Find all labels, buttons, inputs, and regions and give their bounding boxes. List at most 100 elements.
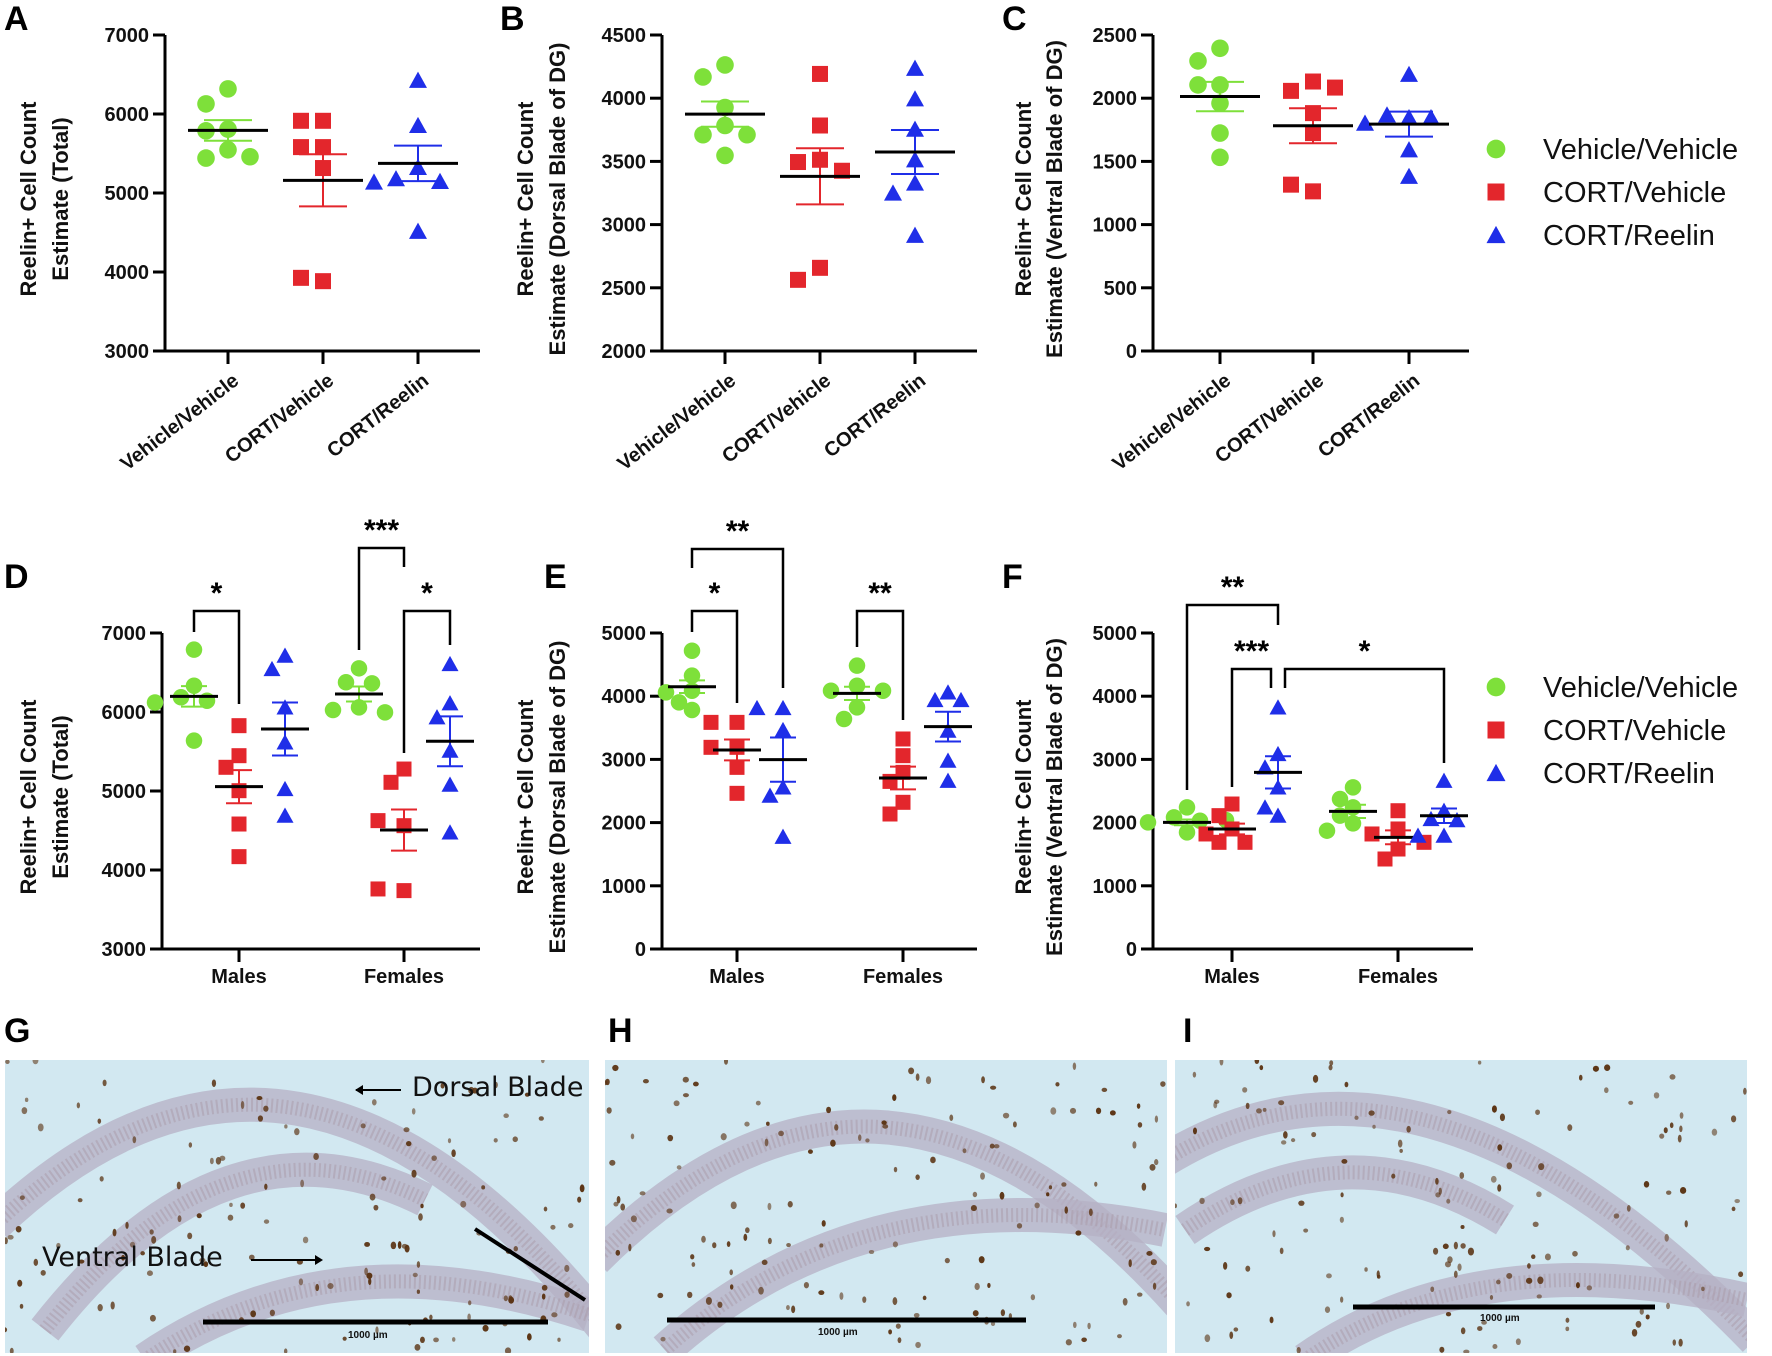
data-point-triangle: [365, 173, 383, 190]
reelin-positive-cell: [915, 1341, 921, 1349]
reelin-positive-cell: [298, 1278, 304, 1286]
significance-label: *: [421, 577, 433, 610]
reelin-positive-cell: [1391, 1173, 1396, 1179]
data-group-cort-vehicle: [1273, 73, 1353, 200]
reelin-positive-cell: [1199, 1197, 1205, 1205]
data-point-circle: [185, 641, 203, 658]
reelin-positive-cell: [687, 1291, 693, 1299]
reelin-positive-cell: [1223, 1261, 1228, 1270]
reelin-positive-cell: [1146, 1251, 1153, 1256]
data-point-square: [703, 739, 719, 755]
reelin-positive-cell: [460, 1200, 467, 1208]
reelin-positive-cell: [538, 1116, 544, 1121]
reelin-positive-cell: [1565, 1326, 1570, 1332]
data-group-cort-reelin: [1409, 772, 1468, 843]
reelin-positive-cell: [766, 1121, 770, 1126]
data-point-square: [396, 761, 412, 777]
reelin-positive-cell: [1226, 1292, 1232, 1299]
data-point-circle: [716, 56, 734, 74]
data-point-triangle: [939, 772, 957, 788]
reelin-positive-cell: [56, 1242, 61, 1249]
reelin-positive-cell: [5, 1060, 10, 1064]
granule-cell-texture: [142, 1274, 589, 1353]
reelin-positive-cell: [915, 1174, 920, 1180]
legend-label: Vehicle/Vehicle: [1543, 134, 1738, 166]
reelin-positive-cell: [1160, 1081, 1166, 1087]
reelin-positive-cell: [1150, 1259, 1157, 1266]
legend-label: CORT/Vehicle: [1543, 177, 1726, 209]
reelin-positive-cell: [613, 1201, 619, 1207]
reelin-positive-cell: [962, 1148, 967, 1154]
data-group-vehicle-vehicle: [1318, 779, 1377, 839]
reelin-positive-cell: [1538, 1163, 1545, 1171]
reelin-positive-cell: [17, 1279, 23, 1287]
data-point-circle: [848, 677, 866, 694]
data-point-triangle: [939, 684, 957, 700]
reelin-positive-cell: [758, 1286, 764, 1295]
reelin-positive-cell: [229, 1202, 233, 1208]
x-tick-label: Vehicle/Vehicle: [614, 370, 741, 476]
data-group-cort-reelin: [365, 71, 458, 239]
data-point-triangle: [761, 787, 779, 803]
reelin-positive-cell: [949, 1114, 954, 1121]
data-point-triangle: [1409, 827, 1427, 843]
reelin-positive-cell: [1653, 1092, 1660, 1099]
reelin-positive-cell: [892, 1241, 898, 1248]
significance-label: *: [709, 577, 721, 610]
data-point-triangle: [884, 184, 902, 201]
reelin-positive-cell: [1152, 1282, 1157, 1290]
reelin-positive-cell: [1192, 1071, 1197, 1078]
data-point-circle: [350, 660, 368, 677]
reelin-positive-cell: [227, 1214, 234, 1221]
reelin-positive-cell: [1341, 1159, 1348, 1164]
data-group-cort-vehicle: [1198, 796, 1256, 850]
data-point-circle: [1318, 822, 1336, 839]
reelin-positive-cell: [767, 1237, 772, 1245]
reelin-positive-cell: [1525, 1277, 1533, 1284]
granule-cell-texture: [1302, 1273, 1747, 1353]
reelin-positive-cell: [720, 1133, 727, 1141]
data-point-triangle: [1356, 114, 1374, 131]
reelin-positive-cell: [1738, 1271, 1744, 1278]
data-point-circle: [822, 682, 840, 699]
reelin-positive-cell: [283, 1348, 288, 1353]
reelin-positive-cell: [888, 1329, 893, 1335]
reelin-positive-cell: [1645, 1314, 1650, 1320]
reelin-positive-cell: [1298, 1200, 1305, 1206]
reelin-positive-cell: [33, 1258, 39, 1266]
data-point-circle: [1486, 139, 1506, 159]
reelin-positive-cell: [1376, 1274, 1381, 1279]
reelin-positive-cell: [1679, 1187, 1687, 1194]
cut-line: [473, 1227, 587, 1302]
reelin-positive-cell: [826, 1106, 832, 1114]
reelin-positive-cell: [1046, 1192, 1050, 1197]
reelin-positive-cell: [620, 1203, 626, 1211]
reelin-positive-cell: [7, 1234, 14, 1240]
reelin-positive-cell: [493, 1081, 498, 1089]
reelin-positive-cell: [342, 1336, 347, 1341]
legend-label: CORT/Reelin: [1543, 220, 1715, 252]
reelin-positive-cell: [1030, 1294, 1036, 1301]
reelin-positive-cell: [989, 1143, 995, 1149]
data-point-triangle: [952, 691, 970, 708]
reelin-positive-cell: [1262, 1107, 1267, 1112]
reelin-positive-cell: [1659, 1133, 1665, 1139]
reelin-positive-cell: [1372, 1124, 1376, 1129]
data-group-cort-vehicle: [283, 112, 363, 290]
reelin-positive-cell: [1672, 1339, 1677, 1346]
reelin-positive-cell: [37, 1123, 44, 1132]
reelin-positive-cell: [78, 1259, 85, 1264]
significance-label: ***: [1234, 635, 1269, 668]
reelin-positive-cell: [366, 1272, 373, 1279]
reelin-positive-cell: [1311, 1131, 1317, 1138]
data-group-vehicle-vehicle: [188, 80, 268, 167]
reelin-positive-cell: [1666, 1190, 1672, 1195]
reelin-positive-cell: [1506, 1162, 1513, 1170]
data-point-square: [1487, 721, 1505, 739]
reelin-positive-cell: [726, 1241, 731, 1247]
y-axis-title: Reelin+ Cell Count: [16, 101, 41, 297]
reelin-positive-cell: [1491, 1105, 1497, 1113]
data-point-circle: [716, 146, 734, 165]
significance-bracket: [402, 609, 452, 753]
reelin-positive-cell: [176, 1181, 181, 1190]
